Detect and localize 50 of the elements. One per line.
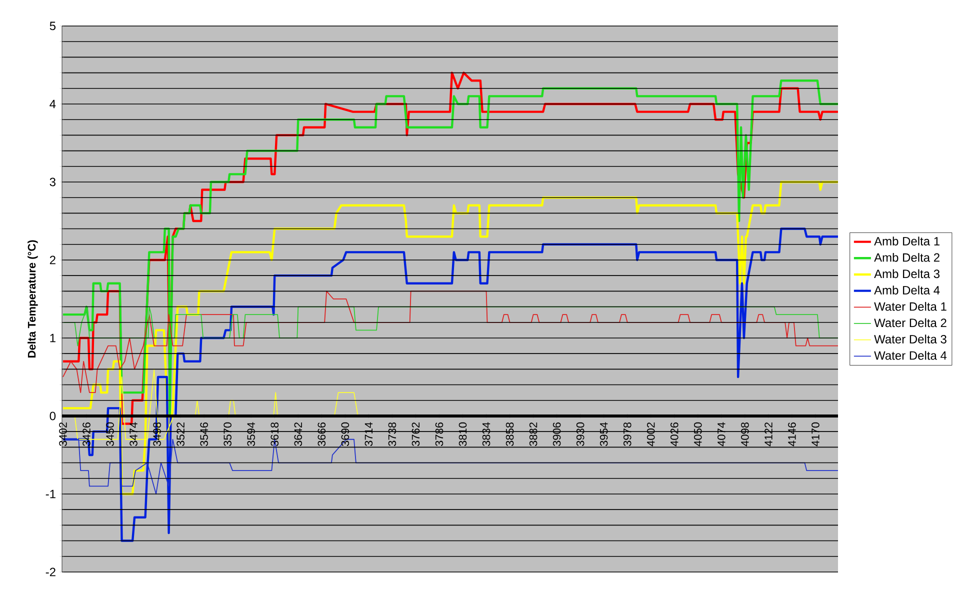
legend-label: Amb Delta 3: [874, 269, 940, 278]
legend-label: Water Delta 1: [874, 302, 946, 311]
x-tick-label: 3474: [130, 422, 138, 446]
x-tick-label: 4122: [764, 422, 772, 446]
x-tick-label: 3642: [294, 422, 302, 446]
x-tick-label: 3618: [270, 422, 279, 446]
x-tick-label: 3498: [153, 422, 161, 446]
y-tick-label: 0: [50, 412, 56, 420]
legend-label: Amb Delta 1: [874, 236, 940, 246]
x-tick-label: 3570: [224, 422, 232, 446]
x-tick-label: 3930: [576, 422, 584, 446]
y-tick-label: 5: [50, 22, 56, 30]
x-tick-label: 4170: [812, 422, 820, 446]
x-tick-label: 3810: [458, 422, 467, 446]
legend-label: Amb Delta 2: [874, 252, 940, 262]
x-tick-label: 3858: [506, 422, 514, 446]
x-tick-label: 3594: [247, 422, 256, 446]
x-tick-label: 3450: [106, 422, 114, 446]
legend-label: Water Delta 2: [874, 318, 946, 328]
x-tick-label: 4098: [741, 422, 749, 446]
x-tick-label: 3786: [435, 422, 444, 446]
x-tick-label: 3762: [412, 422, 420, 446]
y-tick-label: 4: [50, 100, 56, 108]
x-tick-label: 3714: [364, 422, 373, 446]
y-tick-label: -2: [46, 568, 56, 576]
x-tick-label: 3906: [552, 422, 561, 446]
y-tick-label: 3: [50, 178, 56, 186]
legend-label: Amb Delta 4: [874, 286, 940, 294]
x-tick-label: 3978: [623, 422, 632, 446]
x-tick-label: 3546: [200, 422, 208, 446]
legend-label: Water Delta 4: [874, 350, 947, 360]
x-tick-label: 3954: [600, 422, 608, 446]
y-axis-title: Delta Temperature (°C): [28, 240, 38, 358]
x-tick-label: 3666: [318, 422, 326, 446]
legend-label: Water Delta 3: [874, 334, 946, 344]
x-tick-label: 3834: [482, 422, 490, 446]
x-tick-label: 3402: [59, 422, 67, 446]
x-tick-label: 3690: [341, 422, 350, 446]
x-tick-label: 3882: [529, 422, 538, 446]
x-tick-label: 4146: [788, 422, 796, 446]
x-tick-label: 3738: [388, 422, 396, 446]
x-tick-label: 3522: [176, 422, 184, 446]
x-tick-label: 3426: [82, 422, 90, 446]
y-tick-label: -1: [46, 490, 56, 498]
y-tick-label: 1: [50, 334, 56, 342]
x-tick-label: 4002: [646, 422, 655, 446]
y-tick-label: 2: [50, 256, 56, 264]
x-tick-label: 4074: [718, 422, 726, 446]
x-tick-label: 4026: [670, 422, 678, 446]
x-tick-label: 4050: [694, 422, 702, 446]
